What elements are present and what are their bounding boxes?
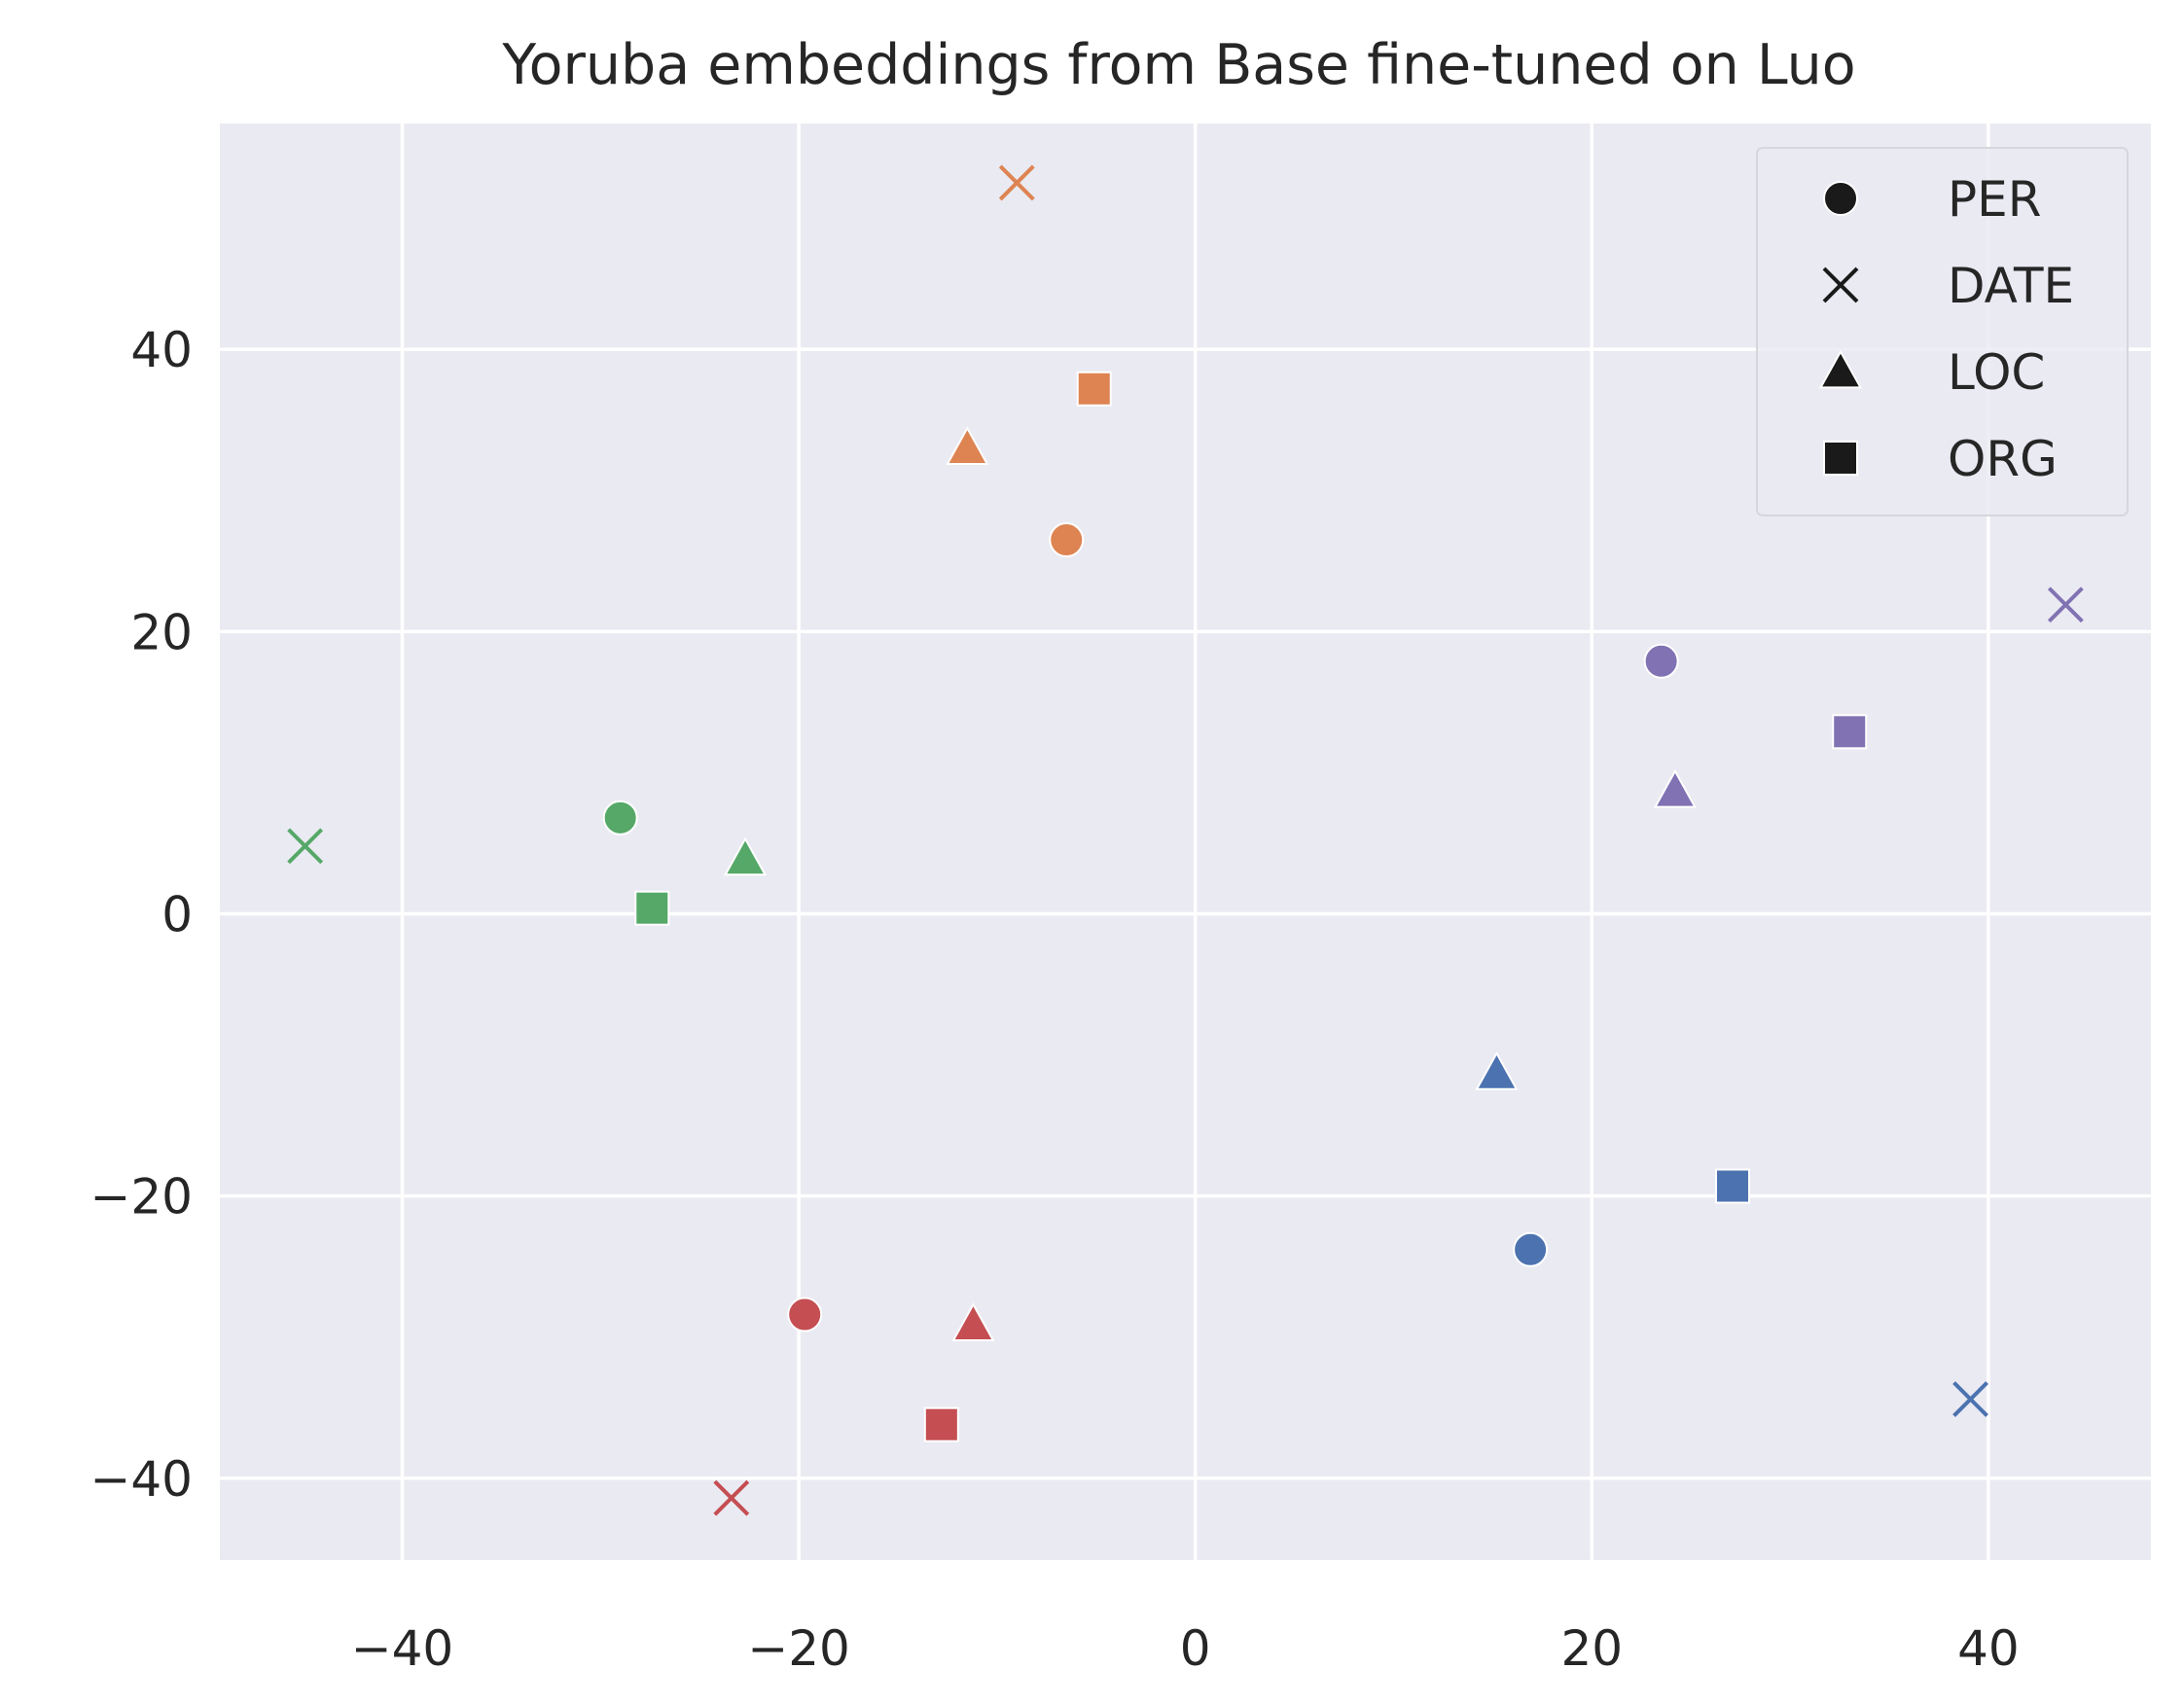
legend-label: ORG [1948, 431, 2058, 487]
data-point-triangle [1653, 768, 1697, 808]
data-point-square [634, 890, 670, 926]
data-point-circle [1049, 522, 1085, 558]
scatter-points [287, 164, 2084, 1516]
legend-marker-triangle [1818, 349, 1863, 389]
x-tick-label: 0 [1180, 1620, 1211, 1677]
data-point-triangle [946, 426, 989, 466]
data-point-triangle [723, 836, 768, 876]
x-tick-label: 40 [1957, 1620, 2020, 1677]
legend-label: DATE [1948, 258, 2074, 314]
legend-marker-circle [1823, 181, 1858, 216]
legend: PER DATE LOC ORG [1756, 147, 2129, 516]
legend-label: PER [1948, 171, 2041, 228]
data-point-square [1076, 371, 1112, 407]
chart-title: Yoruba embeddings from Base fine-tuned o… [501, 33, 1855, 97]
data-point-x [998, 164, 1035, 201]
y-tick-label: −40 [90, 1451, 193, 1508]
x-tick-label: −40 [351, 1620, 454, 1677]
y-axis-tick-labels: −40 −20 0 20 40 [90, 322, 193, 1508]
legend-marker-x [1822, 266, 1859, 303]
data-point-square [923, 1406, 959, 1442]
data-point-triangle [951, 1302, 995, 1342]
data-point-x [713, 1479, 750, 1516]
x-tick-label: −20 [747, 1620, 850, 1677]
y-tick-label: 20 [130, 604, 193, 660]
data-point-x [2047, 586, 2084, 623]
data-point-circle [1513, 1231, 1549, 1267]
legend-box [1756, 147, 2129, 516]
data-point-triangle [1475, 1050, 1519, 1090]
y-tick-label: 40 [130, 322, 193, 378]
data-point-square [1832, 714, 1868, 750]
x-tick-label: 20 [1560, 1620, 1623, 1677]
data-point-circle [1643, 643, 1679, 679]
data-point-x [287, 828, 324, 865]
legend-label: LOC [1948, 344, 2045, 401]
y-tick-label: −20 [90, 1169, 193, 1225]
data-point-square [1714, 1168, 1750, 1204]
data-point-circle [602, 799, 638, 835]
data-point-x [1952, 1381, 1988, 1418]
legend-marker-square [1823, 441, 1858, 476]
data-point-circle [787, 1297, 823, 1332]
x-axis-tick-labels: −40 −20 0 20 40 [351, 1620, 2020, 1677]
y-tick-label: 0 [161, 886, 193, 942]
